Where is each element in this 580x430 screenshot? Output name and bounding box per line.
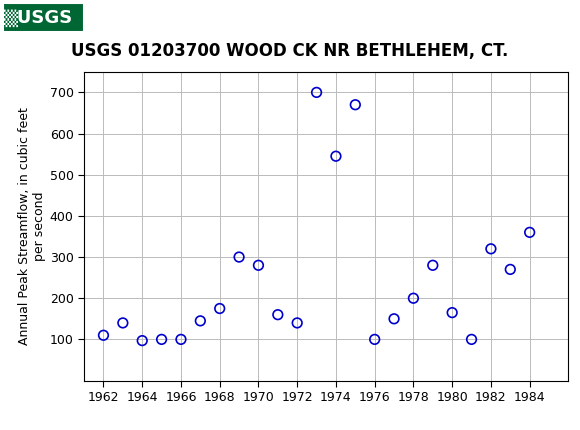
Point: [99, 332, 108, 339]
Point: [157, 336, 166, 343]
Text: USGS 01203700 WOOD CK NR BETHLEHEM, CT.: USGS 01203700 WOOD CK NR BETHLEHEM, CT.: [71, 42, 509, 60]
Point: [234, 254, 244, 261]
Point: [506, 266, 515, 273]
Point: [292, 319, 302, 326]
Y-axis label: Annual Peak Streamflow, in cubic feet
per second: Annual Peak Streamflow, in cubic feet pe…: [17, 107, 45, 345]
Point: [428, 262, 437, 269]
Point: [409, 295, 418, 302]
Point: [195, 317, 205, 324]
Text: ▒USGS: ▒USGS: [3, 9, 72, 27]
Point: [351, 101, 360, 108]
Point: [273, 311, 282, 318]
Point: [118, 319, 128, 326]
Point: [254, 262, 263, 269]
Point: [389, 315, 398, 322]
Point: [370, 336, 379, 343]
Point: [176, 336, 186, 343]
Point: [448, 309, 457, 316]
Point: [137, 337, 147, 344]
Point: [331, 153, 340, 160]
Point: [467, 336, 476, 343]
FancyBboxPatch shape: [3, 3, 84, 32]
Point: [312, 89, 321, 96]
Point: [486, 246, 495, 252]
Point: [525, 229, 534, 236]
Point: [215, 305, 224, 312]
